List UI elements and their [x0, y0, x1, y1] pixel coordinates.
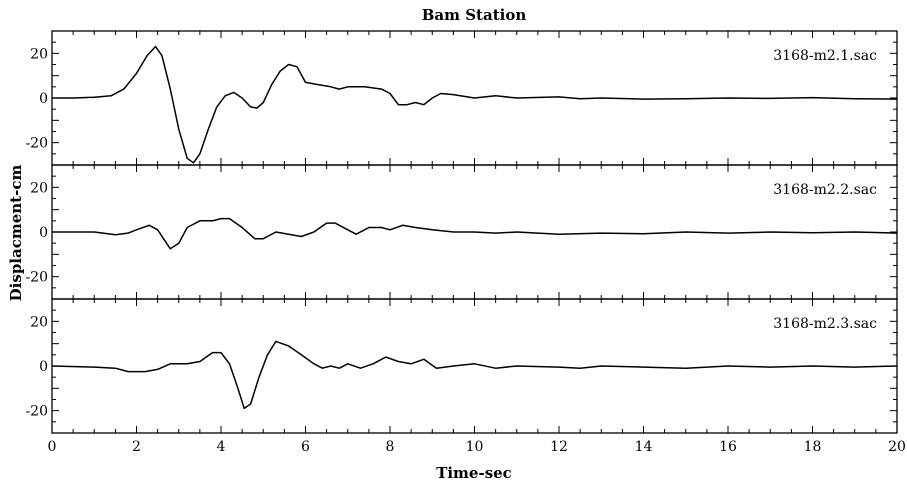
x-axis-label: Time-sec — [436, 464, 512, 482]
x-tick-label: 14 — [635, 439, 653, 455]
x-tick-label: 20 — [888, 439, 906, 455]
y-tick-label: -20 — [25, 404, 48, 420]
y-tick-label: 20 — [30, 46, 48, 62]
x-tick-label: 4 — [217, 439, 226, 455]
panel-2: 20 0 -20 3168-m2.2.sac — [25, 164, 898, 300]
x-tick-label: 18 — [804, 439, 822, 455]
y-tick-label: -20 — [25, 136, 48, 152]
y-tick-label: -20 — [25, 270, 48, 286]
x-tick-label: 8 — [386, 439, 395, 455]
x-tick-label: 6 — [301, 439, 310, 455]
trace-line — [52, 217, 898, 250]
chart-title: Bam Station — [422, 6, 527, 24]
x-tick-label: 0 — [48, 439, 57, 455]
panel-frame — [51, 298, 898, 434]
x-tick-label: 12 — [550, 439, 568, 455]
panel-3: 20 0 -20 3168-m2.3.sac — [25, 298, 898, 434]
x-axis: 0 2 4 6 8 10 12 14 16 18 20 — [48, 439, 906, 455]
x-tick-label: 16 — [719, 439, 737, 455]
y-tick-label: 20 — [30, 180, 48, 196]
trace-line — [51, 340, 898, 410]
y-tick-label: 20 — [30, 314, 48, 330]
trace-name-label: 3168-m2.3.sac — [773, 316, 877, 332]
trace-line — [52, 45, 898, 164]
y-tick-label: 0 — [39, 359, 48, 375]
y-tick-label: 0 — [39, 91, 48, 107]
panels-group: 200-203168-m2.1.sac200-203168-m2.2.sac20… — [25, 30, 898, 434]
x-tick-label: 2 — [132, 439, 141, 455]
trace-name-label: 3168-m2.2.sac — [773, 182, 877, 198]
panel-1: 20 0 -20 3168-m2.1.sac — [25, 30, 898, 166]
trace-name-label: 3168-m2.1.sac — [773, 48, 877, 64]
y-tick-label: 0 — [39, 225, 48, 241]
x-tick-label: 10 — [466, 439, 484, 455]
y-axis-label: Displacment-cm — [7, 165, 25, 302]
